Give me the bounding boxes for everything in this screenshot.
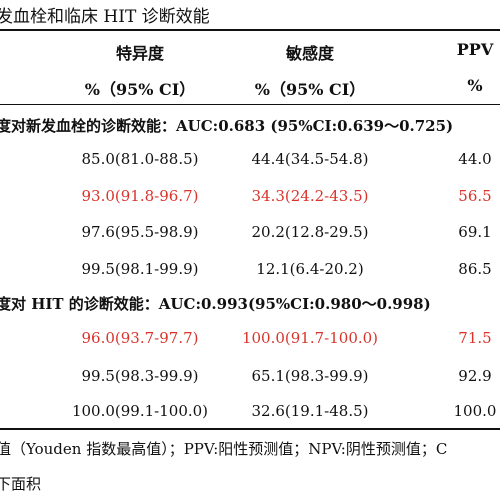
table-cell-ppv: 44.0 <box>458 150 492 168</box>
header-specificity: 特异度 <box>115 44 164 63</box>
section-label-thrombosis: 度对新发血栓的诊断效能：AUC:0.683 (95%CI:0.639～0.725… <box>0 117 454 135</box>
table-cell-sens: 100.0(91.7-100.0) <box>241 329 379 347</box>
table-cell-spec: 97.6(95.5-98.9) <box>81 223 199 241</box>
section-label-hit: 度对 HIT 的诊断效能：AUC:0.993(95%CI:0.980～0.998… <box>0 295 431 313</box>
table-cell-ppv: 71.5 <box>458 329 492 347</box>
table-cell-sens: 34.3(24.2-43.5) <box>251 187 369 205</box>
header-sensitivity: 敏感度 <box>285 44 334 63</box>
table-title: 发血栓和临床 HIT 诊断效能 <box>0 7 210 27</box>
table-cell-sens: 20.2(12.8-29.5) <box>251 223 369 241</box>
table-cell-ppv: 86.5 <box>458 260 492 278</box>
bottom-rule <box>0 428 500 430</box>
table-cell-spec: 96.0(93.7-97.7) <box>81 329 199 347</box>
table-cell-spec: 99.5(98.1-99.9) <box>81 260 199 278</box>
table-cell-spec: 100.0(99.1-100.0) <box>71 402 209 420</box>
table-cell-sens: 65.1(98.3-99.9) <box>251 367 369 385</box>
table-cell-spec: 85.0(81.0-88.5) <box>81 150 199 168</box>
table-cell-ppv: 69.1 <box>458 223 492 241</box>
top-rule <box>0 29 500 31</box>
table-cell-sens: 32.6(19.1-48.5) <box>251 402 369 420</box>
table-cell-ppv: 100.0 <box>453 402 497 420</box>
table-cell-spec: 93.0(91.8-96.7) <box>81 187 199 205</box>
header-rule <box>0 104 500 105</box>
table-cell-sens: 12.1(6.4-20.2) <box>256 260 364 278</box>
header-specificity-unit: %（95% CI） <box>84 80 196 99</box>
footnote-line-1: 值（Youden 指数最高值）；PPV:阳性预测值；NPV:阴性预测值；C <box>0 440 448 458</box>
table-cell-spec: 99.5(98.3-99.9) <box>81 367 199 385</box>
table-cell-sens: 44.4(34.5-54.8) <box>251 150 369 168</box>
header-sensitivity-unit: %（95% CI） <box>254 80 366 99</box>
header-ppv: PPV <box>456 40 494 59</box>
table-cell-ppv: 92.9 <box>458 367 492 385</box>
header-ppv-unit: % <box>467 76 483 95</box>
table-cell-ppv: 56.5 <box>458 187 492 205</box>
footnote-line-2: 下面积 <box>0 475 42 493</box>
